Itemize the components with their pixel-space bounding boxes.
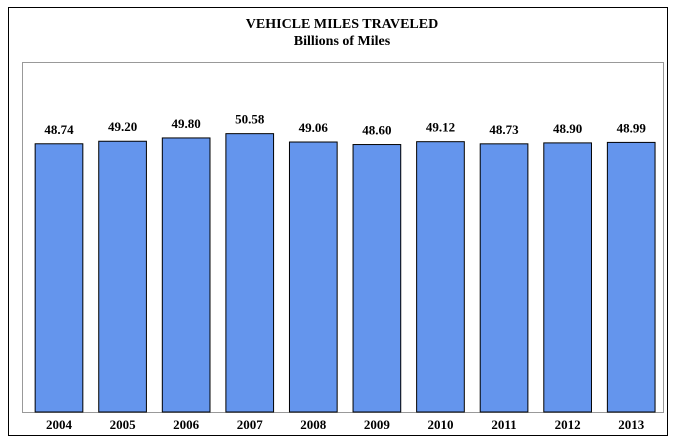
- x-tick-label: 2008: [300, 417, 327, 432]
- x-tick-label: 2011: [491, 417, 516, 432]
- bar: [352, 144, 402, 413]
- x-tick-label: 2006: [173, 417, 200, 432]
- bar: [161, 137, 211, 413]
- data-label: 48.99: [617, 120, 647, 135]
- chart-title: VEHICLE MILES TRAVELED: [246, 17, 438, 32]
- bar: [416, 141, 465, 413]
- data-label: 48.90: [553, 121, 582, 136]
- x-tick-label: 2012: [555, 417, 581, 432]
- bar: [543, 142, 592, 413]
- chart-subtitle: Billions of Miles: [294, 34, 391, 49]
- bar: [34, 143, 84, 413]
- x-tick-label: 2007: [237, 417, 264, 432]
- x-tick-label: 2004: [46, 417, 73, 432]
- x-tick-label: 2009: [364, 417, 391, 432]
- bar: [225, 133, 275, 413]
- x-tick-label: 2013: [618, 417, 645, 432]
- bar: [479, 143, 529, 413]
- data-label: 50.58: [235, 112, 265, 127]
- bar: [98, 140, 147, 413]
- bar: [288, 141, 338, 413]
- x-tick-label: 2010: [427, 417, 453, 432]
- x-tick-label: 2005: [110, 417, 137, 432]
- data-label: 48.60: [362, 123, 391, 138]
- data-label: 48.73: [489, 122, 519, 137]
- data-label: 49.06: [299, 120, 329, 135]
- data-label: 49.80: [172, 116, 201, 131]
- data-label: 49.12: [426, 120, 455, 135]
- bar: [606, 141, 656, 413]
- data-label: 49.20: [108, 119, 137, 134]
- data-label: 48.74: [44, 122, 74, 137]
